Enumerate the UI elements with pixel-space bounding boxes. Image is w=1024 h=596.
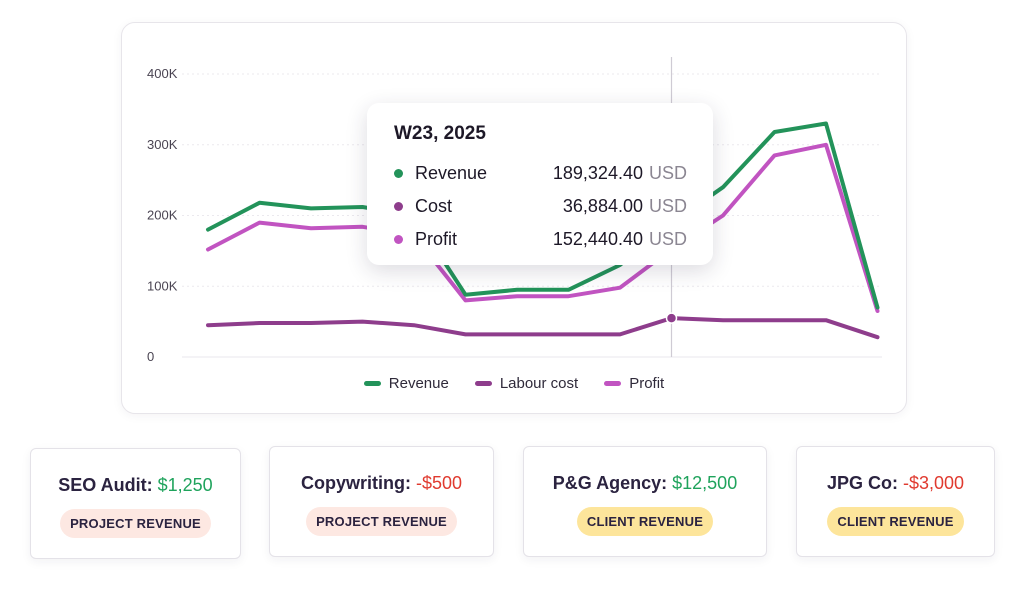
card-heading: P&G Agency: $12,500 bbox=[553, 473, 737, 494]
card-heading: JPG Co: -$3,000 bbox=[827, 473, 964, 494]
card-badge: CLIENT REVENUE bbox=[576, 507, 714, 536]
card-badge: PROJECT REVENUE bbox=[306, 507, 457, 536]
legend-label-revenue: Revenue bbox=[388, 375, 449, 392]
tooltip-label: Profit bbox=[415, 229, 458, 249]
tooltip-value: 189,324.40 bbox=[552, 163, 643, 183]
y-tick-label: 0 bbox=[147, 349, 154, 364]
card-heading: Copywriting: -$500 bbox=[301, 473, 462, 494]
revenue-card-pg-agency[interactable]: P&G Agency: $12,500 CLIENT REVENUE bbox=[523, 446, 767, 557]
legend-item-revenue[interactable]: Revenue bbox=[363, 375, 449, 392]
tooltip-title: W23, 2025 bbox=[394, 123, 486, 144]
series-line-labour-cost[interactable] bbox=[206, 316, 880, 340]
series-line-profit[interactable] bbox=[206, 142, 880, 313]
legend-item-labour-cost[interactable]: Labour cost bbox=[474, 375, 579, 392]
revenue-card-seo-audit[interactable]: SEO Audit: $1,250 PROJECT REVENUE bbox=[30, 448, 241, 559]
chart-legend: Revenue Labour cost Profit bbox=[122, 375, 906, 392]
y-tick-label: 200K bbox=[147, 208, 178, 223]
y-tick-label: 400K bbox=[147, 66, 178, 81]
card-badge: CLIENT REVENUE bbox=[827, 507, 964, 536]
legend-item-profit[interactable]: Profit bbox=[604, 375, 664, 392]
card-amount: $12,500 bbox=[672, 473, 738, 493]
tooltip-dot-revenue bbox=[394, 169, 403, 178]
card-heading: SEO Audit: $1,250 bbox=[58, 475, 212, 496]
legend-swatch-profit bbox=[604, 381, 622, 386]
revenue-card-jpg-co[interactable]: JPG Co: -$3,000 CLIENT REVENUE bbox=[796, 446, 995, 557]
tooltip-value: 36,884.00 bbox=[562, 196, 643, 216]
legend-label-profit: Profit bbox=[629, 375, 665, 392]
tooltip-row-cost: Cost 36,884.00 USD bbox=[394, 190, 687, 223]
card-amount: -$3,000 bbox=[902, 473, 965, 493]
chart-card: 400K 300K 200K 100K 0 Revenue Labour cost Pr… bbox=[121, 22, 907, 414]
tooltip-dot-profit bbox=[394, 235, 403, 244]
tooltip-label: Revenue bbox=[415, 163, 488, 183]
tooltip-dot-cost bbox=[394, 202, 403, 211]
series-line-revenue[interactable] bbox=[206, 121, 880, 310]
chart-tooltip: W23, 2025 Revenue 189,324.40 USD Cost 36… bbox=[367, 103, 713, 265]
line-chart[interactable]: 400K 300K 200K 100K 0 bbox=[122, 23, 906, 413]
legend-swatch-labour-cost bbox=[474, 381, 492, 386]
tooltip-row-profit: Profit 152,440.40 USD bbox=[394, 223, 687, 256]
card-amount: -$500 bbox=[415, 473, 463, 493]
y-tick-label: 300K bbox=[147, 137, 178, 152]
card-amount: $1,250 bbox=[157, 475, 213, 495]
card-title: JPG Co: bbox=[826, 473, 898, 493]
y-tick-label: 100K bbox=[147, 278, 178, 293]
tooltip-row-revenue: Revenue 189,324.40 USD bbox=[394, 157, 687, 190]
card-badge: PROJECT REVENUE bbox=[60, 509, 211, 538]
card-title: SEO Audit: bbox=[58, 475, 153, 495]
tooltip-unit: USD bbox=[648, 196, 687, 216]
card-title: Copywriting: bbox=[300, 473, 411, 493]
legend-label-labour-cost: Labour cost bbox=[499, 375, 579, 392]
tooltip-unit: USD bbox=[648, 229, 687, 249]
tooltip-value: 152,440.40 bbox=[552, 229, 643, 249]
card-title: P&G Agency: bbox=[552, 473, 668, 493]
hover-point-marker[interactable] bbox=[665, 312, 678, 324]
revenue-card-copywriting[interactable]: Copywriting: -$500 PROJECT REVENUE bbox=[269, 446, 494, 557]
tooltip-label: Cost bbox=[415, 196, 453, 216]
legend-swatch-revenue bbox=[363, 381, 381, 386]
tooltip-unit: USD bbox=[648, 163, 687, 183]
